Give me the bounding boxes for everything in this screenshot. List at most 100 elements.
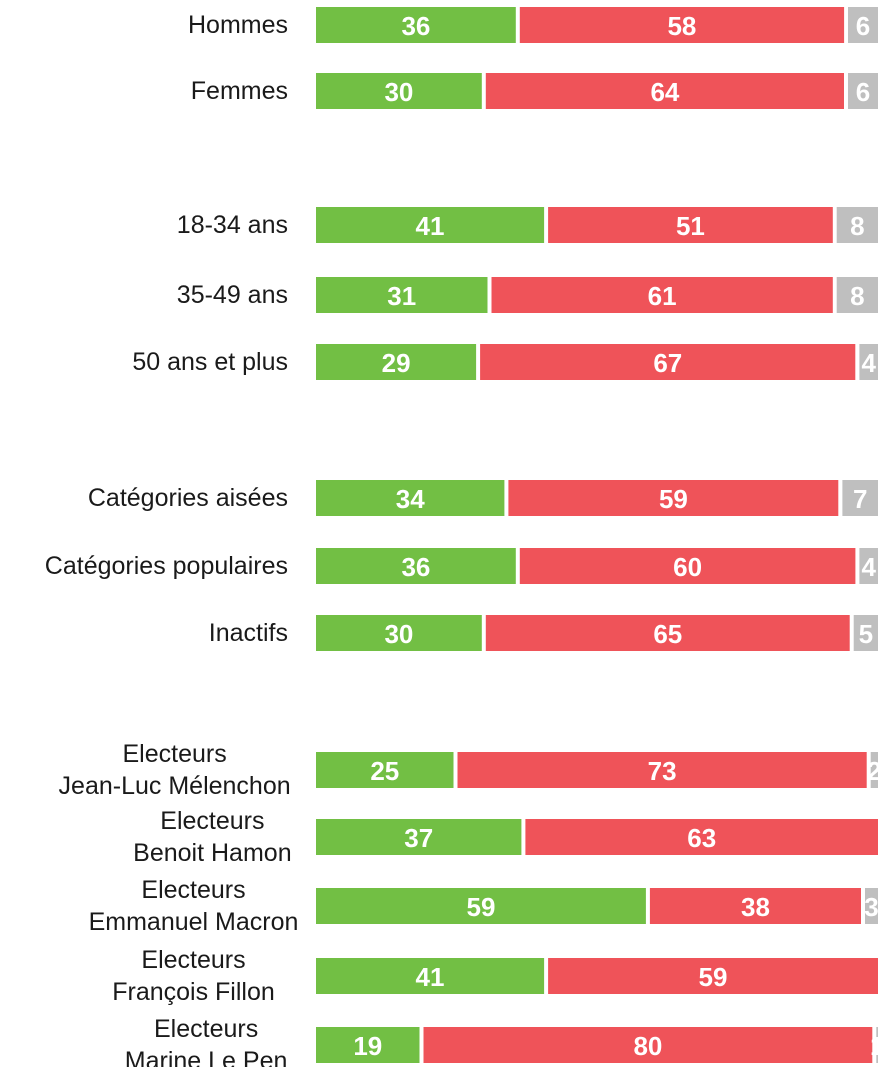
bar-row: Catégories populaires 36 60 4 — [45, 548, 878, 584]
category-label: 50 ans et plus — [132, 348, 288, 376]
bar-segment-favorable — [316, 615, 482, 651]
category-label: Electeurs Jean-Luc Mélenchon — [59, 740, 291, 800]
value-label: 8 — [850, 281, 864, 311]
category-label: Electeurs Marine Le Pen — [125, 1015, 288, 1067]
category-label: Hommes — [188, 11, 288, 39]
value-label: 59 — [659, 484, 688, 514]
category-label-line: Electeurs — [154, 1015, 258, 1043]
value-label: 29 — [382, 348, 411, 378]
value-label: 51 — [676, 211, 705, 241]
value-label: 4 — [861, 348, 876, 378]
category-label: Catégories populaires — [45, 552, 288, 580]
bar-segment-opposed — [508, 480, 839, 516]
value-label: 59 — [699, 962, 728, 992]
value-label: 73 — [648, 756, 677, 786]
bar-segment-favorable — [316, 73, 482, 109]
bar-row: Electeurs Benoit Hamon 37 63 — [133, 807, 878, 867]
category-label-line: Electeurs — [160, 807, 264, 835]
bar-row: Electeurs Jean-Luc Mélenchon 25 73 2 — [59, 740, 882, 800]
bar-segment-favorable — [316, 7, 516, 43]
category-label: Electeurs François Fillon — [112, 946, 275, 1006]
value-label: 67 — [653, 348, 682, 378]
bar-row: Femmes 30 64 6 — [191, 73, 878, 109]
bar-segment-opposed — [649, 888, 861, 924]
value-label: 6 — [856, 77, 870, 107]
category-label-line: Marine Le Pen — [125, 1047, 288, 1067]
bar-segment-favorable — [316, 548, 516, 584]
bar-row: 18-34 ans 41 51 8 — [177, 207, 878, 243]
value-label: 37 — [404, 823, 433, 853]
value-label: 31 — [387, 281, 416, 311]
value-label: 36 — [401, 552, 430, 582]
bar-segment-no-opinion — [836, 207, 878, 243]
value-label: 30 — [384, 619, 413, 649]
category-label: Inactifs — [209, 619, 288, 647]
value-label: 38 — [741, 892, 770, 922]
bar-segment-opposed — [491, 277, 833, 313]
bar-segment-opposed — [480, 344, 856, 380]
category-label-line: Electeurs — [141, 946, 245, 974]
category-label-line: Electeurs — [141, 876, 245, 904]
bar-segment-opposed — [485, 615, 850, 651]
bar-segment-favorable — [316, 888, 646, 924]
bar-row: Electeurs Emmanuel Macron 59 38 3 — [89, 876, 879, 936]
bar-segment-no-opinion — [853, 615, 878, 651]
value-label: 64 — [650, 77, 679, 107]
category-label: 35-49 ans — [177, 281, 288, 309]
value-label: 58 — [667, 11, 696, 41]
value-label: 1 — [870, 1031, 884, 1061]
bar-row: 35-49 ans 31 61 8 — [177, 277, 878, 313]
category-label: Femmes — [191, 77, 288, 105]
value-label: 34 — [396, 484, 425, 514]
value-label: 25 — [370, 756, 399, 786]
value-label: 7 — [853, 484, 867, 514]
category-label-line: François Fillon — [112, 978, 275, 1006]
value-label: 5 — [859, 619, 873, 649]
bar-row: 50 ans et plus 29 67 4 — [132, 344, 878, 380]
bar-segment-favorable — [316, 1027, 420, 1063]
category-label-line: Benoit Hamon — [133, 839, 291, 867]
value-label: 59 — [467, 892, 496, 922]
value-label: 61 — [648, 281, 677, 311]
bar-segment-favorable — [316, 958, 545, 994]
category-label: 18-34 ans — [177, 211, 288, 239]
category-label: Catégories aisées — [88, 484, 288, 512]
value-label: 30 — [384, 77, 413, 107]
bar-segment-no-opinion — [848, 7, 878, 43]
bar-segment-opposed — [548, 207, 833, 243]
bar-segment-opposed — [423, 1027, 873, 1063]
value-label: 2 — [867, 756, 881, 786]
category-label-line: Electeurs — [122, 740, 226, 768]
value-label: 41 — [416, 211, 445, 241]
value-label: 3 — [864, 892, 878, 922]
bar-segment-favorable — [316, 277, 488, 313]
bar-segment-favorable — [316, 480, 505, 516]
bar-row: Electeurs François Fillon 41 59 — [112, 946, 878, 1006]
bar-segment-favorable — [316, 207, 545, 243]
value-label: 63 — [687, 823, 716, 853]
value-label: 36 — [401, 11, 430, 41]
value-label: 80 — [633, 1031, 662, 1061]
category-label-line: Jean-Luc Mélenchon — [59, 772, 291, 800]
bar-segment-no-opinion — [859, 548, 878, 584]
bar-row: Inactifs 30 65 5 — [209, 615, 878, 651]
value-label: 8 — [850, 211, 864, 241]
value-label: 6 — [856, 11, 870, 41]
bar-row: Electeurs Marine Le Pen 19 80 1 — [125, 1015, 884, 1067]
bar-segment-opposed — [519, 548, 856, 584]
bar-segment-no-opinion — [870, 752, 878, 788]
bar-segment-no-opinion — [836, 277, 878, 313]
bar-segment-favorable — [316, 819, 522, 855]
category-label: Electeurs Emmanuel Macron — [89, 876, 299, 936]
category-label: Electeurs Benoit Hamon — [133, 807, 291, 867]
bar-segment-opposed — [457, 752, 867, 788]
bar-segment-opposed — [548, 958, 878, 994]
value-label: 19 — [353, 1031, 382, 1061]
bar-row: Catégories aisées 34 59 7 — [88, 480, 878, 516]
bar-segment-no-opinion — [859, 344, 878, 380]
value-label: 60 — [673, 552, 702, 582]
bar-row: Hommes 36 58 6 — [188, 7, 878, 43]
bar-segment-opposed — [525, 819, 878, 855]
bar-segment-no-opinion — [876, 1027, 878, 1063]
